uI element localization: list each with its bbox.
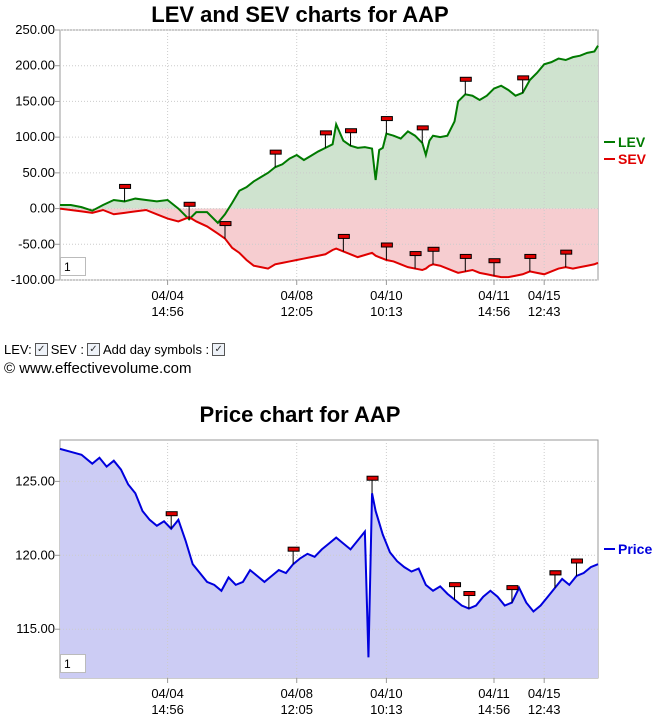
series-line-sev <box>59 207 599 279</box>
day-symbol-flag <box>488 258 501 264</box>
chart-controls: LEV: ✓ SEV : ✓ Add day symbols : ✓ <box>4 342 226 357</box>
y-tick-label: 200.00 <box>15 58 55 73</box>
day-symbols-checkbox[interactable]: ✓ <box>212 343 226 356</box>
day-symbol-flag <box>517 75 530 81</box>
y-tick-label: 250.00 <box>15 22 55 37</box>
x-tick-label-date: 04/10 <box>370 686 403 701</box>
x-tick-label-date: 04/04 <box>151 686 184 701</box>
legend-label-lev: LEV <box>618 134 646 150</box>
day-symbol-flag <box>380 242 393 248</box>
day-symbol-flag <box>345 128 358 134</box>
x-tick-label-time: 14:56 <box>478 702 511 717</box>
day-symbol-flag <box>219 221 232 227</box>
sev-checkbox[interactable]: ✓ <box>86 343 100 356</box>
x-tick-label-time: 14:56 <box>478 304 511 319</box>
day-symbol-flag <box>119 183 132 189</box>
day-symbol-flag <box>269 149 282 155</box>
lev-sev-chart: 250.00 200.00 150.00 100.00 50.00 0.00 -50.00 -… <box>11 22 647 319</box>
day-symbol-flag <box>524 253 537 259</box>
day-symbol-flag <box>463 591 476 597</box>
x-tick-label-time: 10:13 <box>370 702 403 717</box>
day-symbol-flag <box>427 246 440 252</box>
y-tick-label: 0.00 <box>30 201 55 216</box>
x-tick-label-date: 04/08 <box>280 288 313 303</box>
y-tick-label: -50.00 <box>18 236 55 251</box>
y-tick-label: -100.00 <box>11 272 55 287</box>
legend-label-price: Price <box>618 541 652 557</box>
day-symbol-flag <box>416 125 429 131</box>
legend-label-sev: SEV <box>618 151 647 167</box>
x-tick-label-time: 12:43 <box>528 702 561 717</box>
day-symbol-flag <box>409 251 422 257</box>
y-tick-label: 100.00 <box>15 129 55 144</box>
price-chart: 125.00120.00115.0004/0414:5604/0812:0504… <box>15 439 652 717</box>
x-tick-label-date: 04/15 <box>528 288 561 303</box>
day-symbol-flag <box>506 585 519 591</box>
x-tick-label-time: 14:56 <box>151 702 184 717</box>
lev-chart-title: LEV and SEV charts for AAP <box>151 2 449 27</box>
lev-label: LEV: <box>4 342 32 357</box>
day-symbol-flag <box>337 233 350 239</box>
day-symbol-flag <box>183 201 196 207</box>
x-tick-label-date: 04/11 <box>478 686 510 701</box>
x-tick-label-time: 14:56 <box>151 304 184 319</box>
x-tick-label-date: 04/10 <box>370 288 403 303</box>
day-symbol-flag <box>287 546 300 552</box>
y-tick-label: 50.00 <box>22 165 55 180</box>
day-symbol-flag <box>449 582 462 588</box>
day-symbol-flag <box>560 249 573 255</box>
copyright-text: © www.effectivevolume.com <box>4 360 192 377</box>
x-tick-label-date: 04/08 <box>280 686 313 701</box>
series-fill-sev <box>60 208 598 278</box>
x-tick-label-time: 10:13 <box>370 304 403 319</box>
x-tick-label-time: 12:05 <box>280 702 313 717</box>
series-fill-price <box>60 448 598 678</box>
x-tick-label-date: 04/11 <box>478 288 510 303</box>
x-tick-label-time: 12:43 <box>528 304 561 319</box>
day-symbol-flag <box>366 475 379 481</box>
x-tick-label-date: 04/04 <box>151 288 184 303</box>
day-symbol-flag <box>459 253 472 259</box>
day-symbols-label: Add day symbols : <box>102 342 210 357</box>
sev-label: SEV : <box>50 342 84 357</box>
x-tick-label-date: 04/15 <box>528 686 561 701</box>
day-symbol-flag <box>165 511 178 517</box>
series-fill-lev <box>60 45 598 223</box>
price-range-input[interactable]: 1 <box>60 654 86 673</box>
series-line-price <box>59 447 599 658</box>
x-tick-label-time: 12:05 <box>280 304 313 319</box>
y-tick-label: 120.00 <box>15 547 55 562</box>
price-chart-title: Price chart for AAP <box>199 402 401 427</box>
lev-checkbox[interactable]: ✓ <box>34 343 48 356</box>
day-symbol-flag <box>380 116 393 122</box>
day-symbol-flag <box>549 570 562 576</box>
lev-range-input[interactable]: 1 <box>60 257 86 276</box>
y-tick-label: 115.00 <box>16 621 55 636</box>
day-symbol-flag <box>319 130 332 136</box>
y-tick-label: 125.00 <box>15 473 55 488</box>
day-symbol-flag <box>570 558 583 564</box>
day-symbol-flag <box>459 76 472 82</box>
y-tick-label: 150.00 <box>15 93 55 108</box>
